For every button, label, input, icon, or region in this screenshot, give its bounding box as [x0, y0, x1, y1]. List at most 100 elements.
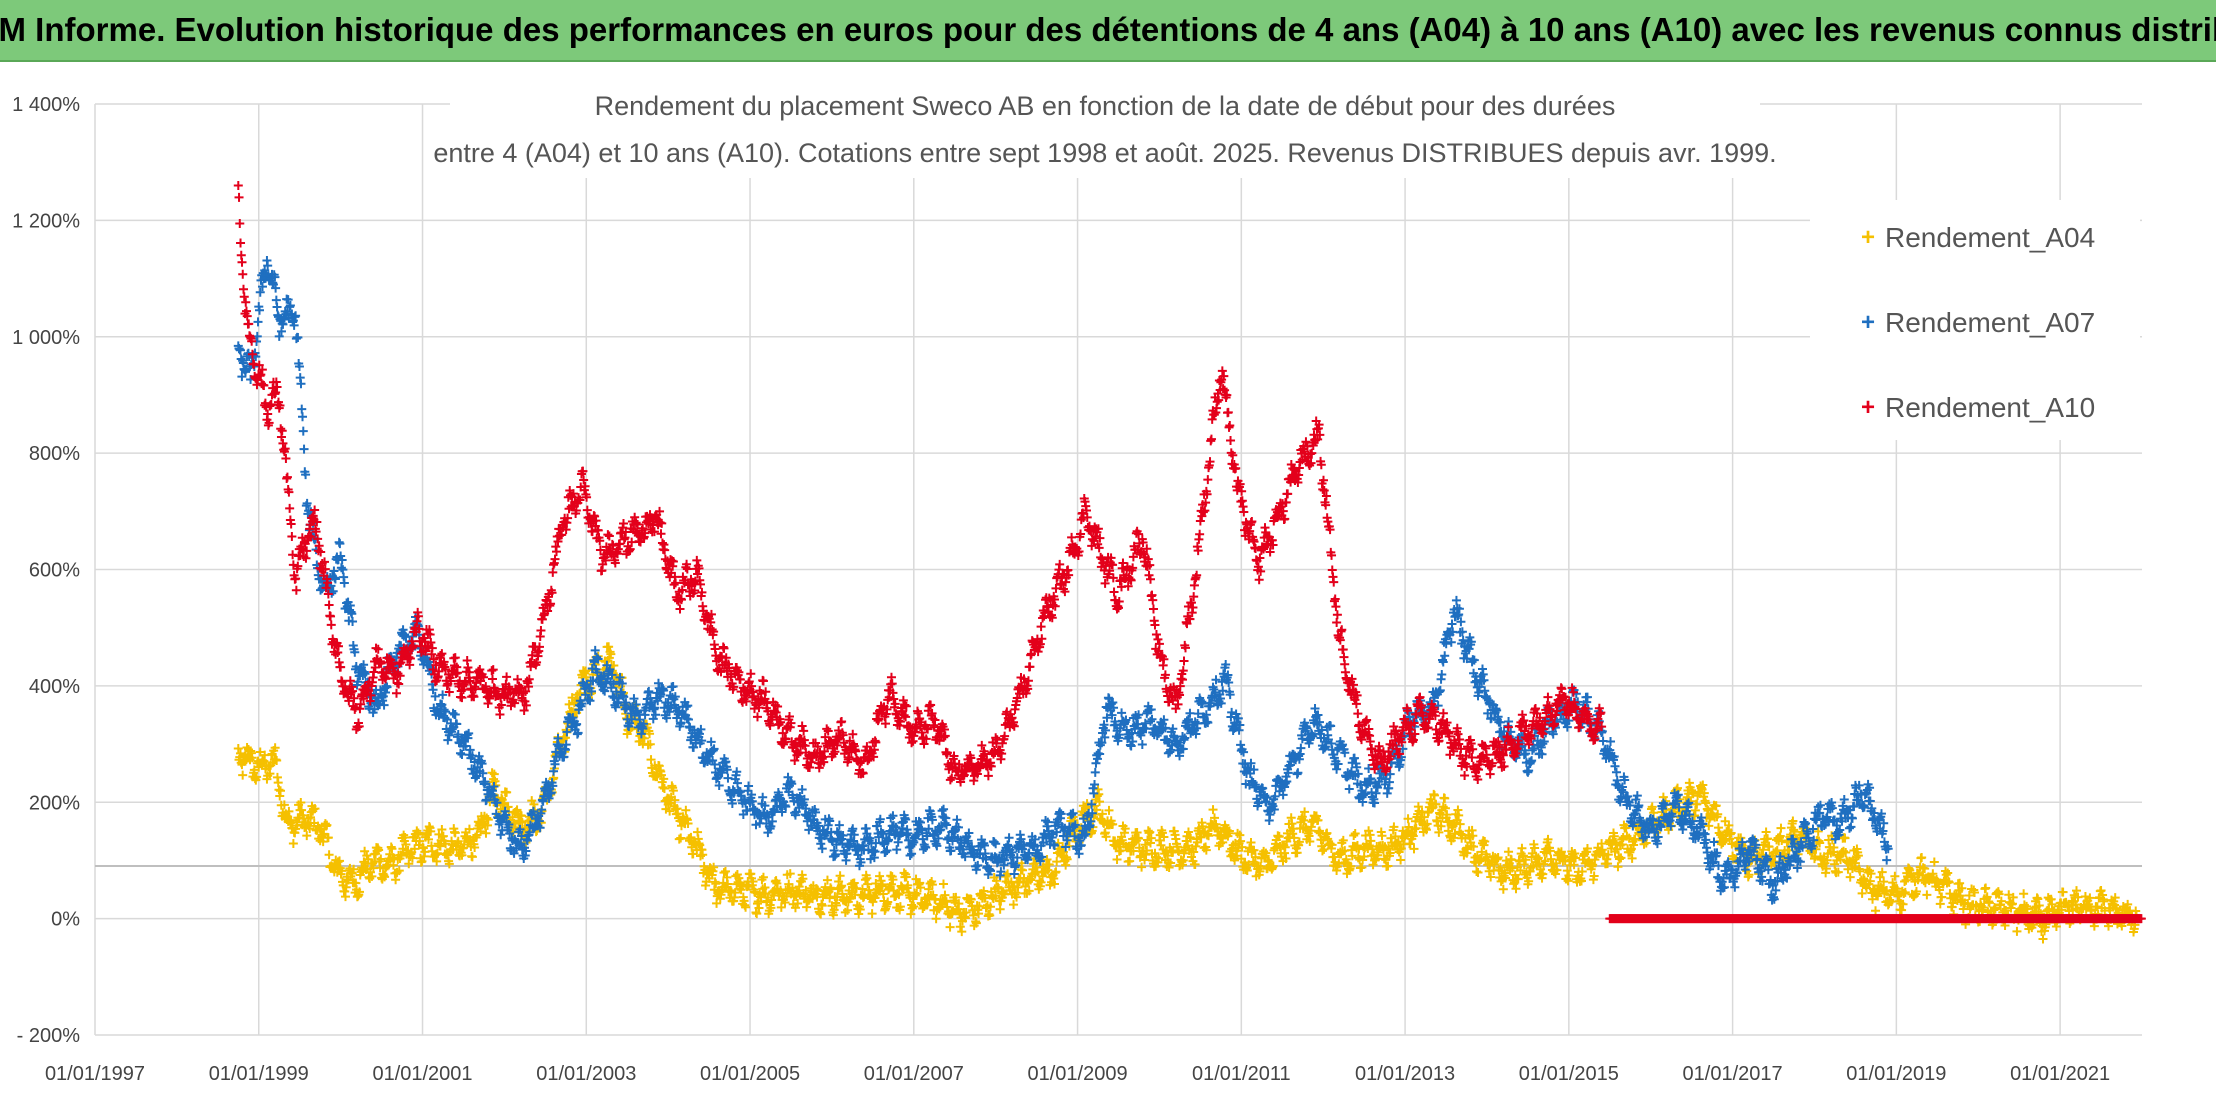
point-rendement-a04 [1472, 867, 1482, 877]
point-rendement-a04 [748, 877, 758, 887]
point-rendement-a04 [502, 787, 512, 797]
point-rendement-a04 [931, 914, 941, 924]
point-rendement-a04 [686, 832, 696, 842]
point-rendement-a04 [645, 729, 655, 739]
point-rendement-a10 [238, 269, 248, 279]
point-rendement-a07 [1091, 758, 1101, 768]
point-rendement-a04 [895, 902, 905, 912]
point-rendement-a04 [719, 868, 729, 878]
point-rendement-a07 [939, 804, 949, 814]
point-rendement-a07 [1730, 882, 1740, 892]
point-rendement-a07 [1611, 767, 1621, 777]
point-rendement-a04 [658, 782, 668, 792]
point-rendement-a04 [892, 888, 902, 898]
point-rendement-a07 [1844, 823, 1854, 833]
point-rendement-a10 [241, 297, 251, 307]
point-rendement-a04 [1917, 852, 1927, 862]
point-rendement-a07 [253, 317, 263, 327]
point-rendement-a04 [376, 854, 386, 864]
point-rendement-a04 [659, 783, 669, 793]
point-rendement-a04 [798, 874, 808, 884]
point-rendement-a04 [322, 820, 332, 830]
point-rendement-a04 [750, 887, 760, 897]
point-rendement-a04 [394, 866, 404, 876]
point-rendement-a04 [709, 862, 719, 872]
point-rendement-a04 [938, 879, 948, 889]
point-rendement-a04 [855, 904, 865, 914]
point-rendement-a07 [989, 837, 999, 847]
point-rendement-a04 [374, 845, 384, 855]
point-rendement-a07 [1090, 767, 1100, 777]
point-rendement-a10 [336, 662, 346, 672]
point-rendement-a04 [945, 922, 955, 932]
point-rendement-a04 [349, 864, 359, 874]
point-rendement-a04 [822, 875, 832, 885]
point-rendement-a04 [1353, 853, 1363, 863]
point-rendement-a04 [302, 831, 312, 841]
point-rendement-a04 [912, 889, 922, 899]
point-rendement-a10 [324, 600, 334, 610]
point-rendement-a04 [864, 885, 874, 895]
point-rendement-a04 [741, 902, 751, 912]
point-rendement-a04 [441, 839, 451, 849]
point-rendement-a04 [444, 859, 454, 869]
point-rendement-a04 [1112, 855, 1122, 865]
point-rendement-a07 [1610, 761, 1620, 771]
point-rendement-a04 [413, 828, 423, 838]
point-rendement-a04 [766, 903, 776, 913]
point-rendement-a07 [881, 847, 891, 857]
point-rendement-a07 [744, 781, 754, 791]
point-rendement-a04 [467, 852, 477, 862]
point-rendement-a04 [906, 909, 916, 919]
point-rendement-a07 [848, 824, 858, 834]
point-rendement-a10 [233, 181, 243, 191]
point-rendement-a04 [888, 875, 898, 885]
point-rendement-a07 [668, 681, 678, 691]
point-rendement-a04 [1776, 823, 1786, 833]
point-rendement-a04 [247, 753, 257, 763]
point-rendement-a04 [665, 806, 675, 816]
point-rendement-a04 [758, 872, 768, 882]
point-rendement-a07 [817, 844, 827, 854]
point-rendement-a04 [754, 903, 764, 913]
point-rendement-a04 [491, 780, 501, 790]
point-rendement-a04 [1871, 906, 1881, 916]
point-rendement-a04 [910, 890, 920, 900]
point-rendement-a04 [695, 840, 705, 850]
point-rendement-a04 [415, 836, 425, 846]
point-rendement-a04 [1246, 837, 1256, 847]
point-rendement-a04 [323, 833, 333, 843]
point-rendement-a07 [758, 792, 768, 802]
point-rendement-a07 [1185, 708, 1195, 718]
point-rendement-a04 [698, 850, 708, 860]
point-rendement-a10 [326, 620, 336, 630]
point-rendement-a04 [674, 834, 684, 844]
point-rendement-a04 [901, 872, 911, 882]
point-rendement-a04 [1350, 829, 1360, 839]
point-rendement-a07 [1004, 833, 1014, 843]
point-rendement-a07 [298, 426, 308, 436]
point-rendement-a04 [288, 838, 298, 848]
point-rendement-a04 [863, 879, 873, 889]
point-rendement-a07 [1117, 708, 1127, 718]
point-rendement-a07 [443, 735, 453, 745]
point-rendement-a04 [483, 815, 493, 825]
point-rendement-a07 [1438, 657, 1448, 667]
point-rendement-a04 [646, 755, 656, 765]
point-rendement-a04 [816, 909, 826, 919]
point-rendement-a07 [1846, 822, 1856, 832]
point-rendement-a07 [1882, 855, 1892, 865]
point-rendement-a07 [1709, 837, 1719, 847]
point-rendement-a07 [1847, 813, 1857, 823]
point-rendement-a04 [1498, 884, 1508, 894]
point-rendement-a04 [831, 900, 841, 910]
point-rendement-a04 [252, 772, 262, 782]
point-rendement-a04 [1208, 805, 1218, 815]
point-rendement-a04 [659, 774, 669, 784]
point-rendement-a04 [564, 699, 574, 709]
point-rendement-a07 [496, 830, 506, 840]
point-rendement-a04 [870, 893, 880, 903]
point-rendement-a10 [282, 472, 292, 482]
point-rendement-a04 [470, 843, 480, 853]
point-rendement-a04 [1317, 846, 1327, 856]
